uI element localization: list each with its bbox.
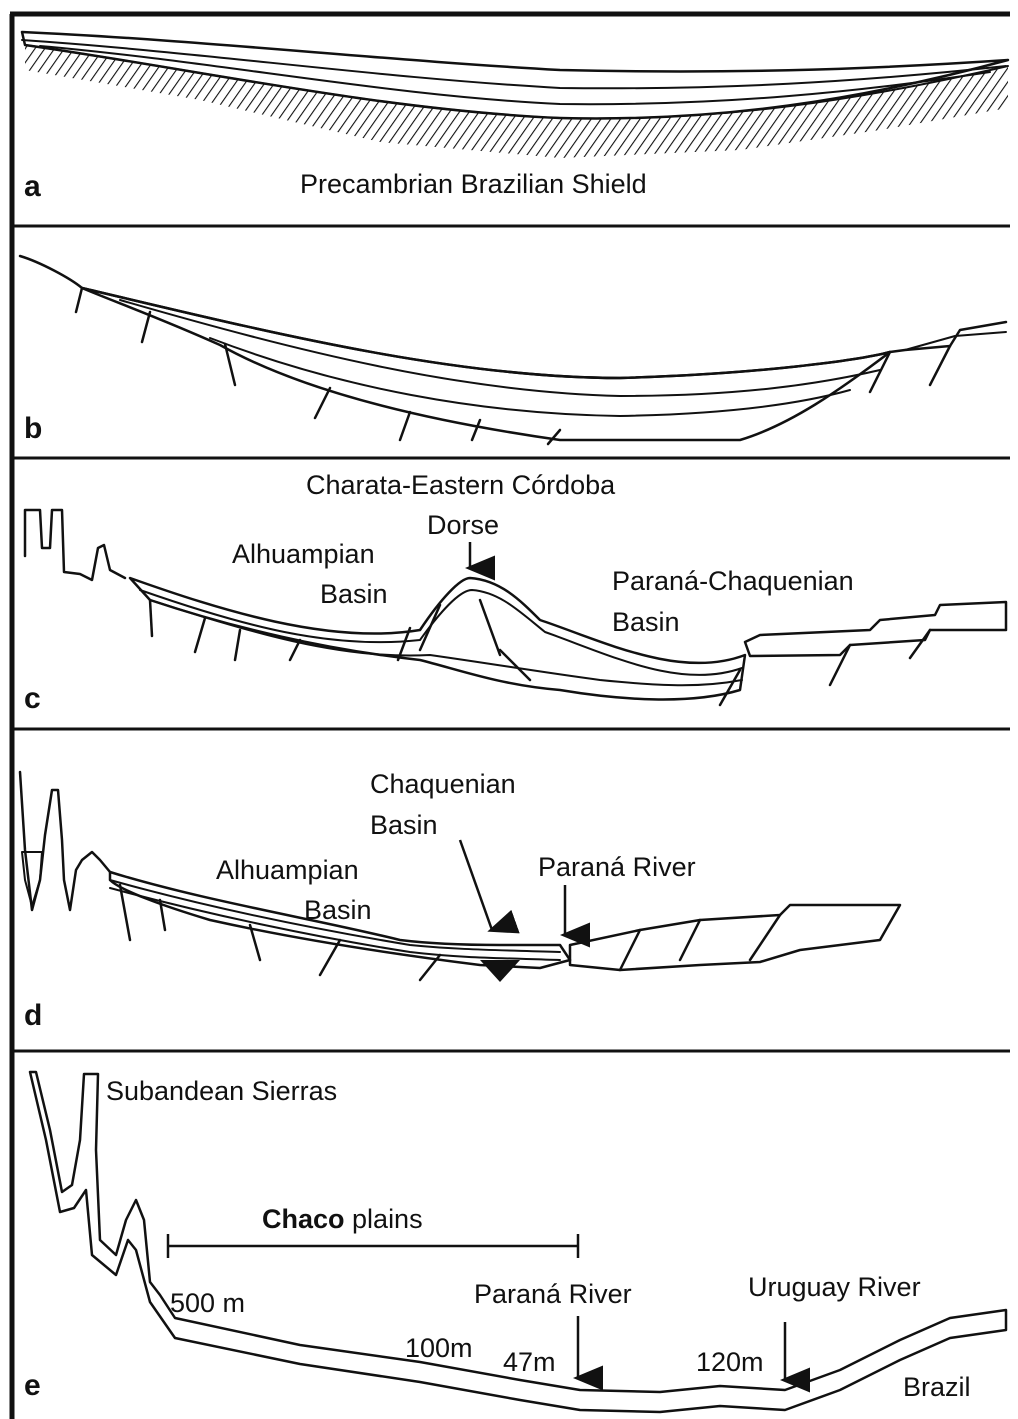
panel-d-alhuampian-label-line2: Basin	[304, 895, 372, 925]
parana-chaquenian-label-line2: Basin	[612, 607, 680, 637]
elevation-120m-label: 120m	[696, 1347, 764, 1377]
charata-cordoba-label: Charata-Eastern Córdoba	[306, 470, 616, 500]
chaquenian-basin-arrow	[458, 839, 520, 934]
plains-label: plains	[345, 1204, 423, 1234]
panel-c-alhuampian-fill	[128, 576, 747, 701]
panel-d-letter: d	[24, 999, 42, 1032]
dorse-label: Dorse	[427, 510, 499, 540]
panel-c: Charata-Eastern Córdoba Dorse Alhuampian…	[23, 470, 1008, 715]
panel-b-basin-fill	[80, 286, 892, 442]
alhuampian-basin-label-line2: Basin	[320, 579, 388, 609]
panel-b: b	[18, 254, 1008, 446]
panel-a-letter: a	[24, 170, 41, 203]
uruguay-river-label: Uruguay River	[748, 1272, 921, 1302]
panel-c-letter: c	[24, 682, 41, 715]
subandean-sierras-label: Subandean Sierras	[106, 1076, 337, 1106]
elevation-47m-label: 47m	[503, 1347, 556, 1377]
chaco-bold-label: Chaco	[262, 1204, 345, 1234]
parana-chaquenian-label-line1: Paraná-Chaquenian	[612, 566, 854, 596]
chaquenian-basin-label-line1: Chaquenian	[370, 769, 516, 799]
panel-e: Subandean Sierras Chaco plains 500 m 100…	[24, 1070, 1008, 1414]
precambrian-shield-label: Precambrian Brazilian Shield	[300, 169, 647, 199]
elevation-100m-label: 100m	[405, 1333, 473, 1363]
chaquenian-basin-label-line2: Basin	[370, 810, 438, 840]
panel-e-letter: e	[24, 1369, 41, 1402]
panel-e-parana-river-label: Paraná River	[474, 1279, 632, 1309]
panel-e-topography-hatch	[28, 1070, 1008, 1414]
alhuampian-basin-label-line1: Alhuampian	[232, 539, 375, 569]
panel-d-alhuampian-label-line1: Alhuampian	[216, 855, 359, 885]
panel-c-andean-front	[23, 508, 127, 582]
brazil-label: Brazil	[903, 1372, 971, 1402]
panel-b-letter: b	[24, 412, 42, 445]
panel-c-eastern-blocks	[743, 600, 1008, 658]
panel-d-eastern-blocks	[568, 903, 902, 972]
panel-a: a Precambrian Brazilian Shield	[20, 30, 1010, 203]
elevation-500m-label: 500 m	[170, 1288, 245, 1318]
figure-frame	[9, 11, 1010, 1419]
panel-a-basement-hatch	[25, 45, 1008, 158]
panel-d: Chaquenian Basin Alhuampian Basin Paraná…	[18, 769, 902, 1032]
panel-d-parana-river-label: Paraná River	[538, 852, 696, 882]
panel-d-andean-front	[18, 770, 112, 912]
chaco-plains-label: Chaco plains	[262, 1204, 423, 1234]
